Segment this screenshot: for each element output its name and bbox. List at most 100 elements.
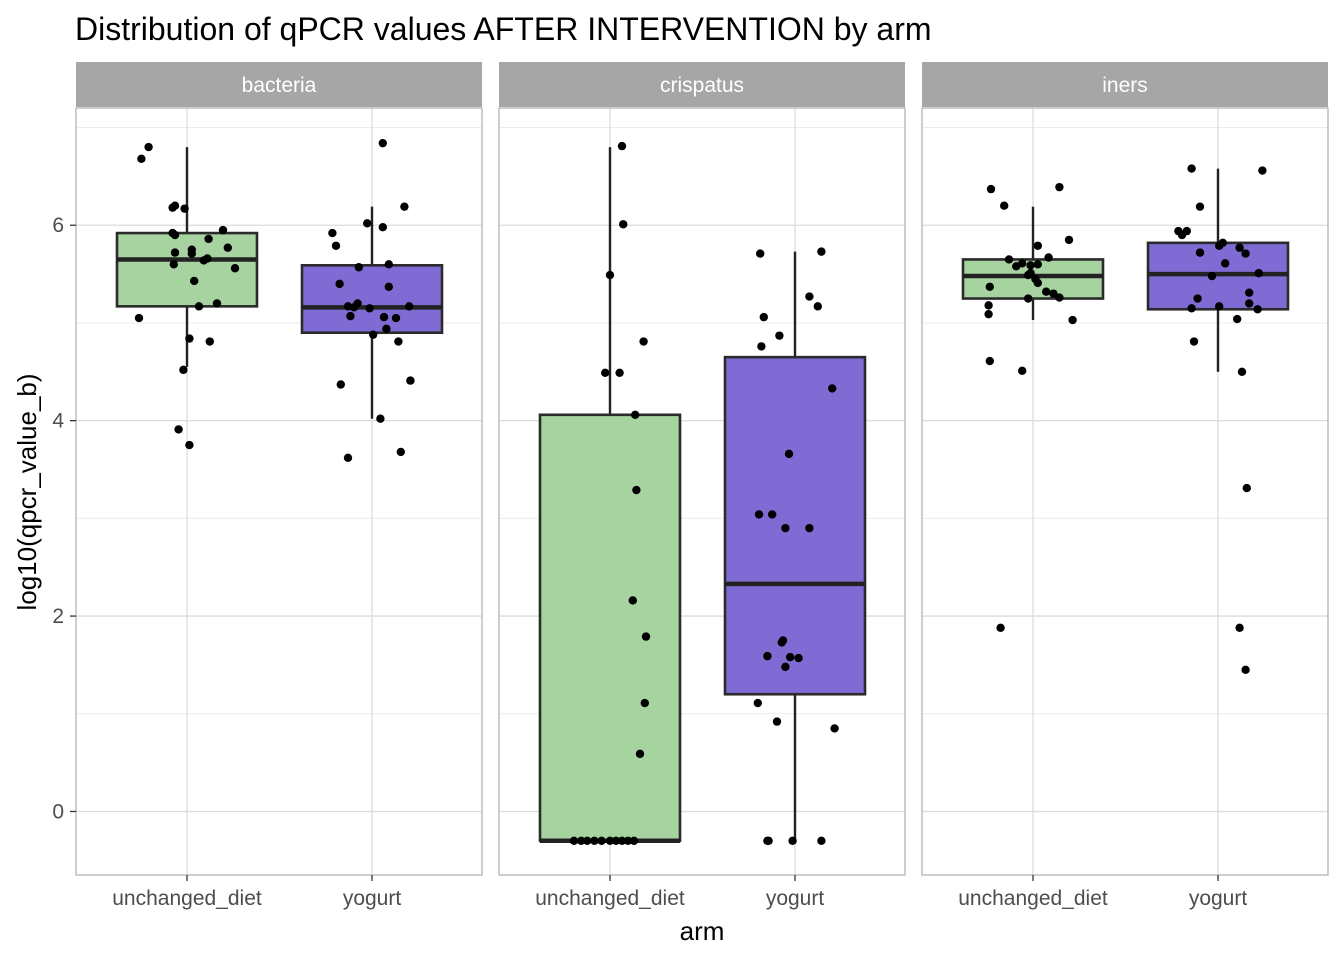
y-axis-title: log10(qpcr_value_b) — [12, 373, 42, 610]
data-point — [1177, 230, 1187, 240]
data-point — [753, 698, 762, 708]
data-point — [343, 453, 353, 462]
data-point — [218, 225, 228, 235]
data-point — [759, 312, 768, 322]
data-point — [629, 836, 639, 846]
facet-strip-label: iners — [1102, 74, 1148, 97]
data-point — [1253, 305, 1262, 314]
data-point — [223, 243, 232, 252]
data-point — [391, 313, 401, 323]
data-point — [378, 138, 387, 148]
x-tick-label: yogurt — [343, 887, 402, 910]
data-point — [331, 241, 341, 250]
data-point — [635, 749, 645, 759]
data-point — [617, 141, 627, 151]
data-point — [1235, 623, 1244, 633]
data-point — [376, 414, 385, 423]
data-point — [406, 376, 415, 385]
data-point — [354, 263, 363, 272]
box-body — [300, 264, 444, 335]
data-point — [768, 510, 777, 519]
data-point — [384, 260, 393, 269]
data-point — [1195, 202, 1205, 211]
data-point — [639, 337, 648, 346]
data-point — [1254, 268, 1264, 278]
data-point — [1023, 294, 1033, 303]
data-point — [1241, 665, 1250, 675]
data-point — [1012, 262, 1021, 271]
data-point — [168, 203, 177, 212]
data-point — [984, 309, 993, 319]
data-point — [1215, 241, 1224, 250]
data-point — [763, 651, 772, 661]
data-point — [1242, 483, 1252, 493]
data-point — [396, 447, 405, 457]
facet-panel-iners: iners unchanged_diet yogurt — [921, 62, 1329, 910]
data-point — [363, 219, 372, 228]
data-point — [230, 264, 240, 273]
data-point — [1241, 249, 1250, 258]
data-point — [632, 485, 641, 495]
data-point — [384, 282, 393, 292]
data-point — [805, 292, 814, 301]
data-point — [1044, 253, 1053, 262]
data-point — [365, 304, 374, 313]
data-point — [369, 330, 378, 339]
x-axis-title: arm — [680, 916, 725, 946]
y-tick-label: 2 — [52, 605, 64, 628]
data-point — [379, 312, 389, 322]
data-point — [328, 228, 337, 238]
data-point — [1207, 271, 1217, 281]
data-point — [1000, 201, 1009, 210]
data-point — [640, 698, 649, 708]
data-point — [784, 449, 794, 459]
data-point — [985, 282, 994, 292]
data-point — [631, 410, 640, 419]
data-point — [601, 368, 610, 377]
data-point — [190, 276, 199, 286]
data-point — [205, 337, 214, 346]
data-point — [349, 303, 359, 312]
data-point — [754, 510, 764, 519]
data-point — [641, 632, 651, 641]
data-point — [617, 836, 627, 846]
data-point — [382, 324, 391, 334]
panel-background — [76, 108, 482, 875]
data-point — [1193, 294, 1202, 303]
data-point — [1033, 241, 1043, 250]
data-point — [194, 302, 204, 311]
data-point — [611, 836, 621, 846]
data-point — [605, 270, 615, 280]
data-point — [378, 223, 387, 232]
data-point — [583, 836, 592, 846]
data-point — [1042, 287, 1051, 296]
data-point — [577, 836, 586, 846]
facet-strip — [499, 62, 905, 107]
data-point — [996, 623, 1005, 633]
data-point — [985, 356, 994, 366]
data-point — [830, 724, 839, 733]
box-crispatus-unchanged_diet — [538, 147, 682, 844]
data-point — [179, 365, 188, 375]
data-point — [144, 142, 153, 152]
data-point — [170, 230, 180, 240]
data-point — [1026, 261, 1035, 270]
data-point — [1064, 235, 1074, 245]
data-point — [1237, 367, 1247, 377]
data-point — [756, 249, 765, 258]
data-point — [137, 154, 146, 164]
data-point — [1195, 248, 1205, 257]
data-point — [1221, 259, 1230, 268]
box-body — [723, 355, 867, 696]
data-point — [764, 836, 773, 846]
box-bacteria-unchanged_diet — [115, 147, 259, 367]
facet-panels: bacteria unchanged_diet yogurt crispatus unc… — [75, 62, 1329, 910]
data-point — [1245, 299, 1254, 308]
data-point — [394, 337, 403, 346]
data-point — [781, 523, 790, 533]
x-tick-label: yogurt — [1189, 887, 1248, 910]
data-point — [781, 662, 790, 672]
data-point — [628, 596, 637, 605]
data-point — [180, 204, 189, 213]
data-point — [590, 836, 599, 846]
